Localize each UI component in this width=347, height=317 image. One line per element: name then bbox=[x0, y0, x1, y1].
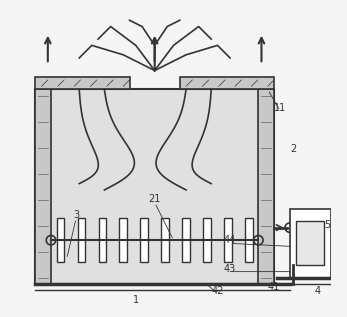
Text: 4: 4 bbox=[315, 286, 321, 296]
Text: 43: 43 bbox=[224, 264, 236, 274]
Bar bbox=[180, 77, 274, 89]
Bar bbox=[224, 218, 232, 262]
Bar bbox=[119, 218, 127, 262]
Text: 5: 5 bbox=[324, 220, 331, 230]
Bar bbox=[296, 221, 324, 265]
Bar bbox=[290, 209, 331, 278]
Bar bbox=[57, 218, 64, 262]
Bar bbox=[99, 218, 106, 262]
Text: 21: 21 bbox=[149, 195, 161, 204]
Bar bbox=[245, 218, 253, 262]
Bar bbox=[161, 218, 169, 262]
Text: 41: 41 bbox=[268, 282, 280, 293]
Bar bbox=[141, 218, 148, 262]
Bar bbox=[182, 218, 190, 262]
Bar bbox=[35, 89, 274, 284]
Text: 11: 11 bbox=[274, 103, 287, 113]
Text: 2: 2 bbox=[290, 144, 296, 154]
Bar bbox=[35, 89, 51, 284]
Text: 44: 44 bbox=[224, 235, 236, 245]
Text: 3: 3 bbox=[73, 210, 79, 220]
Bar bbox=[203, 218, 211, 262]
Bar bbox=[35, 77, 129, 89]
Text: 1: 1 bbox=[133, 295, 139, 305]
Text: 42: 42 bbox=[211, 286, 224, 296]
Bar bbox=[78, 218, 85, 262]
Bar bbox=[258, 89, 274, 284]
